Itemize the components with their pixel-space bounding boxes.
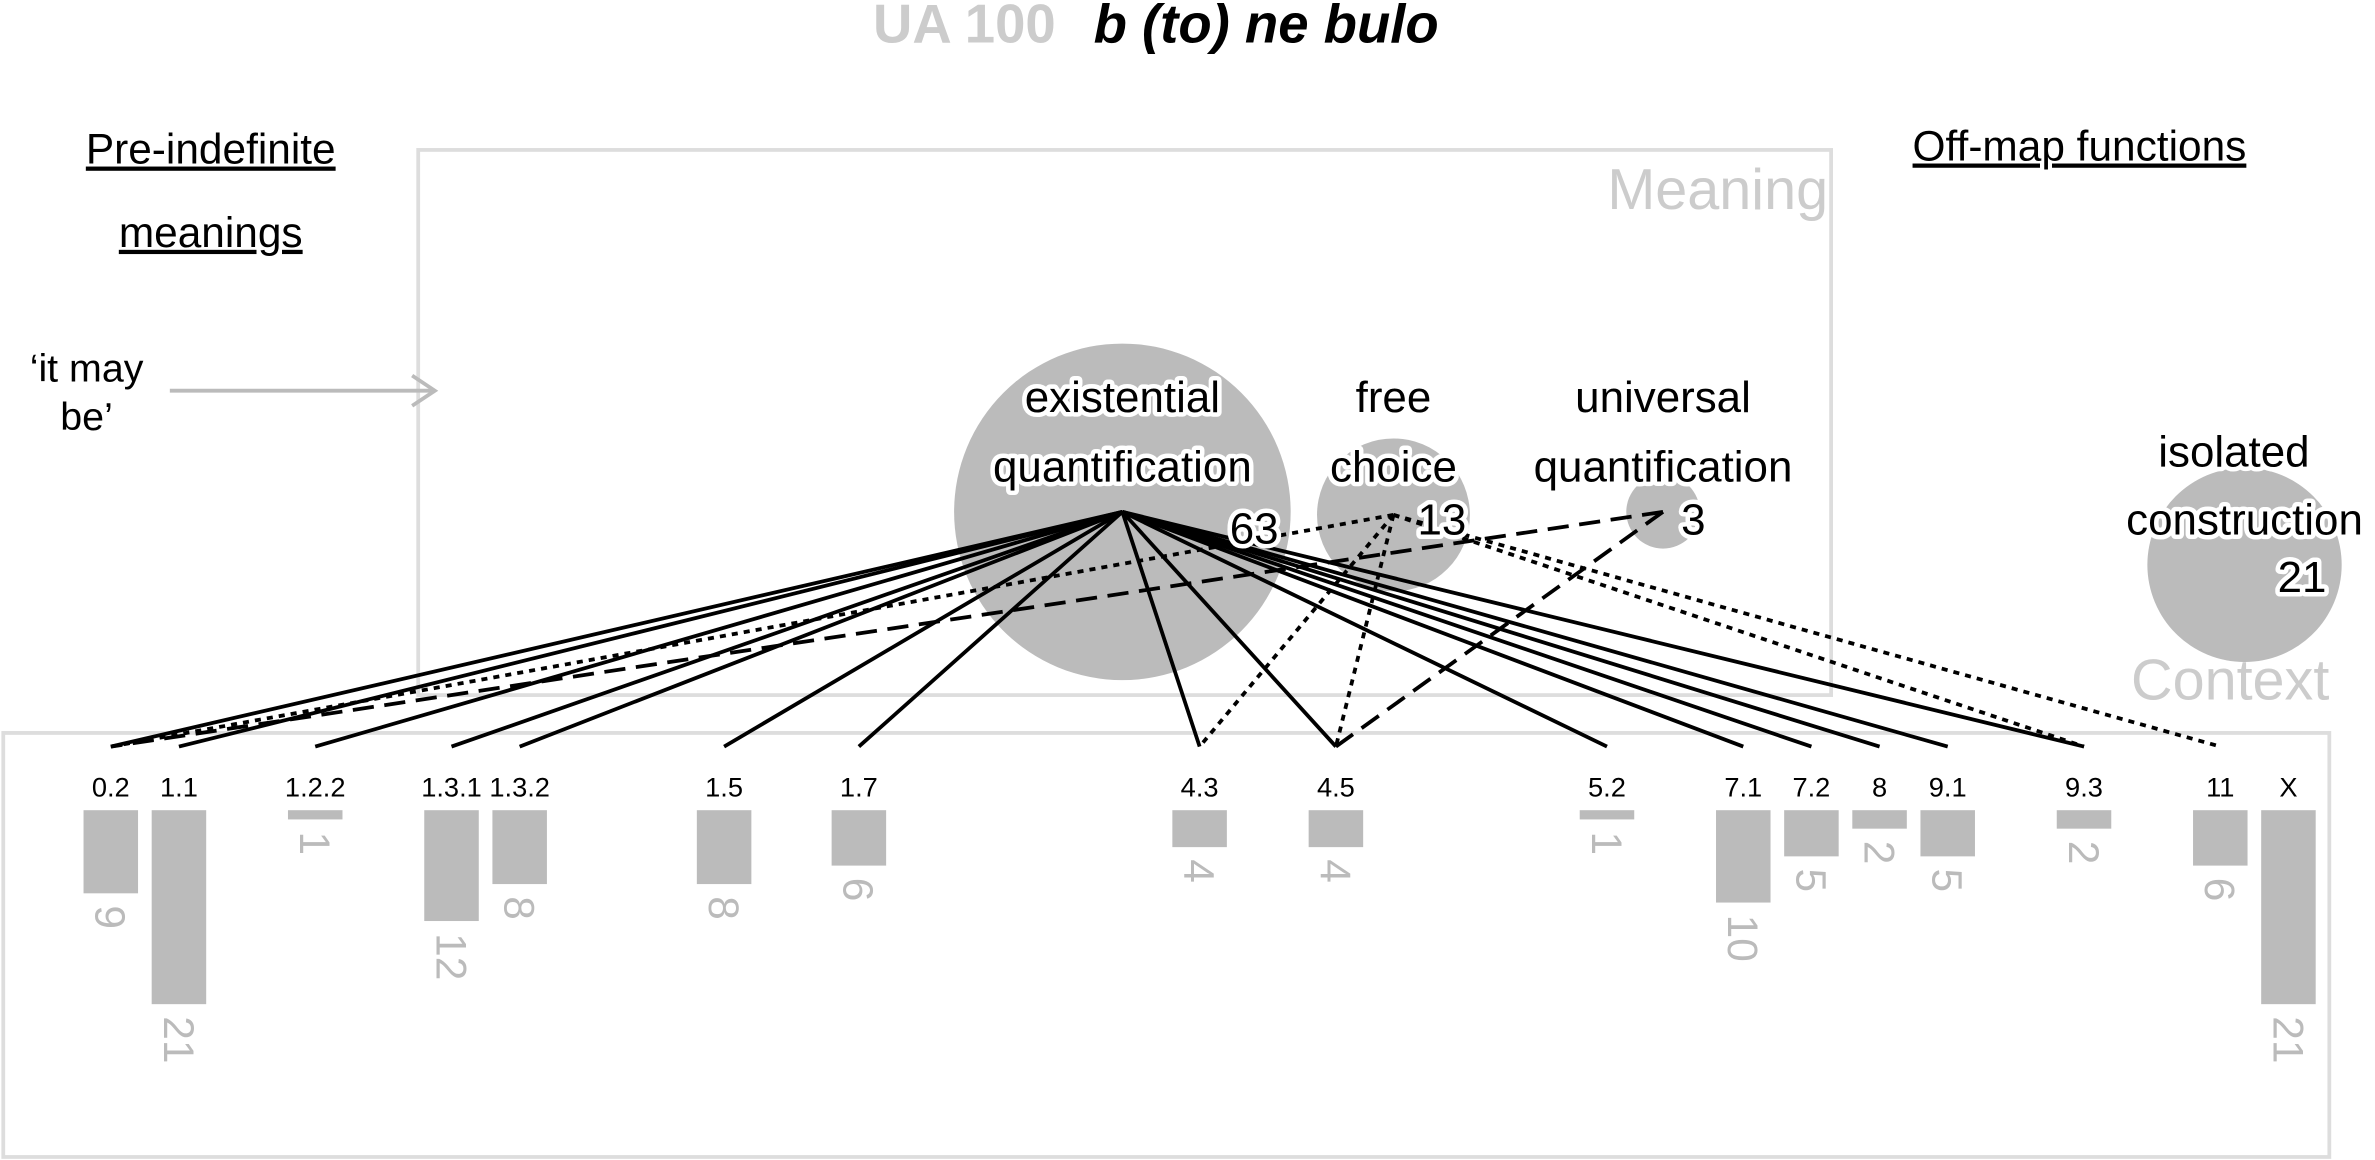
context-label: 7.2: [1792, 772, 1830, 803]
edge: [110, 510, 1123, 749]
node-label: existential: [1025, 373, 1220, 422]
context-label: 4.5: [1317, 772, 1355, 803]
context-count: 2: [2060, 841, 2107, 865]
node-circle: [2147, 467, 2342, 663]
node-label: choice: [1330, 443, 1457, 492]
left-heading: Pre-indefinite: [86, 126, 336, 173]
context-count: 6: [835, 878, 882, 902]
node-label: universal: [1575, 373, 1751, 422]
context-label: 5.2: [1588, 772, 1626, 803]
context-bar: [1852, 810, 1907, 829]
meaning-frame: [416, 148, 1833, 697]
edge: [1334, 514, 1396, 748]
edge: [1392, 513, 2221, 749]
context-count: 10: [1719, 915, 1766, 962]
context-count: 9: [87, 905, 134, 929]
context-label: 1.2.2: [285, 772, 346, 803]
edge: [518, 510, 1124, 749]
context-count: 12: [427, 933, 474, 980]
edge: [1121, 510, 1608, 749]
context-count: 8: [700, 896, 747, 920]
context-count: 4: [1175, 859, 1222, 883]
title-code: UA 100: [873, 0, 1056, 54]
context-count: 8: [496, 896, 543, 920]
context-label: 4.3: [1181, 772, 1219, 803]
edge: [1121, 510, 2085, 749]
context-count: 1: [1583, 832, 1630, 856]
context-count: 4: [1312, 859, 1359, 883]
context-bar: [1920, 810, 1975, 857]
node-label: isolated: [2158, 427, 2309, 476]
context-count: 2: [1855, 841, 1902, 865]
context-bar: [1172, 810, 1227, 848]
context-label: 1.3.2: [489, 772, 550, 803]
node-count: 13: [1417, 496, 1466, 545]
node-label: construction: [2126, 496, 2363, 545]
edge: [450, 510, 1124, 749]
title-expression: b (to) ne bulo: [1094, 0, 1439, 54]
context-bar: [1579, 810, 1635, 820]
pre-indefinite-meaning: be’: [60, 395, 113, 439]
context-label: 1.3.1: [421, 772, 482, 803]
context-label: 9.1: [1929, 772, 1967, 803]
edge: [1120, 510, 1338, 748]
left-heading: meanings: [119, 209, 303, 256]
node-count: 21: [2278, 553, 2327, 602]
context-label: 1.1: [160, 772, 198, 803]
context-label: 9.3: [2065, 772, 2103, 803]
edge: [723, 510, 1124, 749]
context-label: 8: [1872, 772, 1887, 803]
context-bar: [2261, 810, 2316, 1005]
node-count: 63: [1230, 505, 1279, 554]
context-count: 6: [2196, 878, 2243, 902]
context-count: 5: [1787, 868, 1834, 892]
context-label: 7.1: [1724, 772, 1762, 803]
context-bar: [1716, 810, 1771, 903]
edge: [1120, 511, 1202, 748]
edge: [1121, 510, 1949, 749]
context-bar: [831, 810, 887, 866]
right-heading: Off-map functions: [1913, 123, 2247, 170]
context-bar: [1308, 810, 1364, 848]
node-label: quantification: [993, 443, 1252, 492]
context-bar: [83, 810, 139, 894]
context-label: 11: [2206, 772, 2234, 803]
context-bar: [424, 810, 479, 922]
context-bar: [696, 810, 752, 885]
arrow: [169, 373, 439, 408]
context-count: 5: [1924, 868, 1971, 892]
context-bar: [287, 810, 343, 820]
node-circle: [1626, 475, 1700, 549]
context-bar: [1784, 810, 1839, 857]
edge: [110, 509, 1664, 749]
edge: [1392, 513, 2085, 749]
context-bar: [492, 810, 547, 885]
edge: [1121, 510, 1813, 749]
context-label: 1.7: [840, 772, 878, 803]
edge: [857, 510, 1124, 748]
edge: [178, 510, 1123, 749]
meaning-label: Meaning: [1607, 158, 1828, 222]
context-label: 0.2: [92, 772, 130, 803]
node-count: 3: [1681, 496, 1705, 545]
edge: [314, 510, 1123, 749]
context-count: 21: [2264, 1016, 2311, 1063]
context-bar: [2193, 810, 2248, 866]
node-label: quantification: [1534, 443, 1793, 492]
edge: [1334, 510, 1665, 749]
context-count: 21: [155, 1016, 202, 1063]
context-frame: [1, 731, 2332, 1159]
pre-indefinite-meaning: ‘it may: [30, 347, 144, 391]
edge: [1198, 513, 1395, 748]
context-label: X: [2279, 772, 2297, 803]
node-label: free: [1356, 373, 1432, 422]
context-count: 1: [291, 832, 338, 856]
context-label: 1.5: [705, 772, 743, 803]
context-bar: [151, 810, 207, 1005]
context-bar: [2056, 810, 2112, 829]
edge: [1121, 510, 1744, 749]
